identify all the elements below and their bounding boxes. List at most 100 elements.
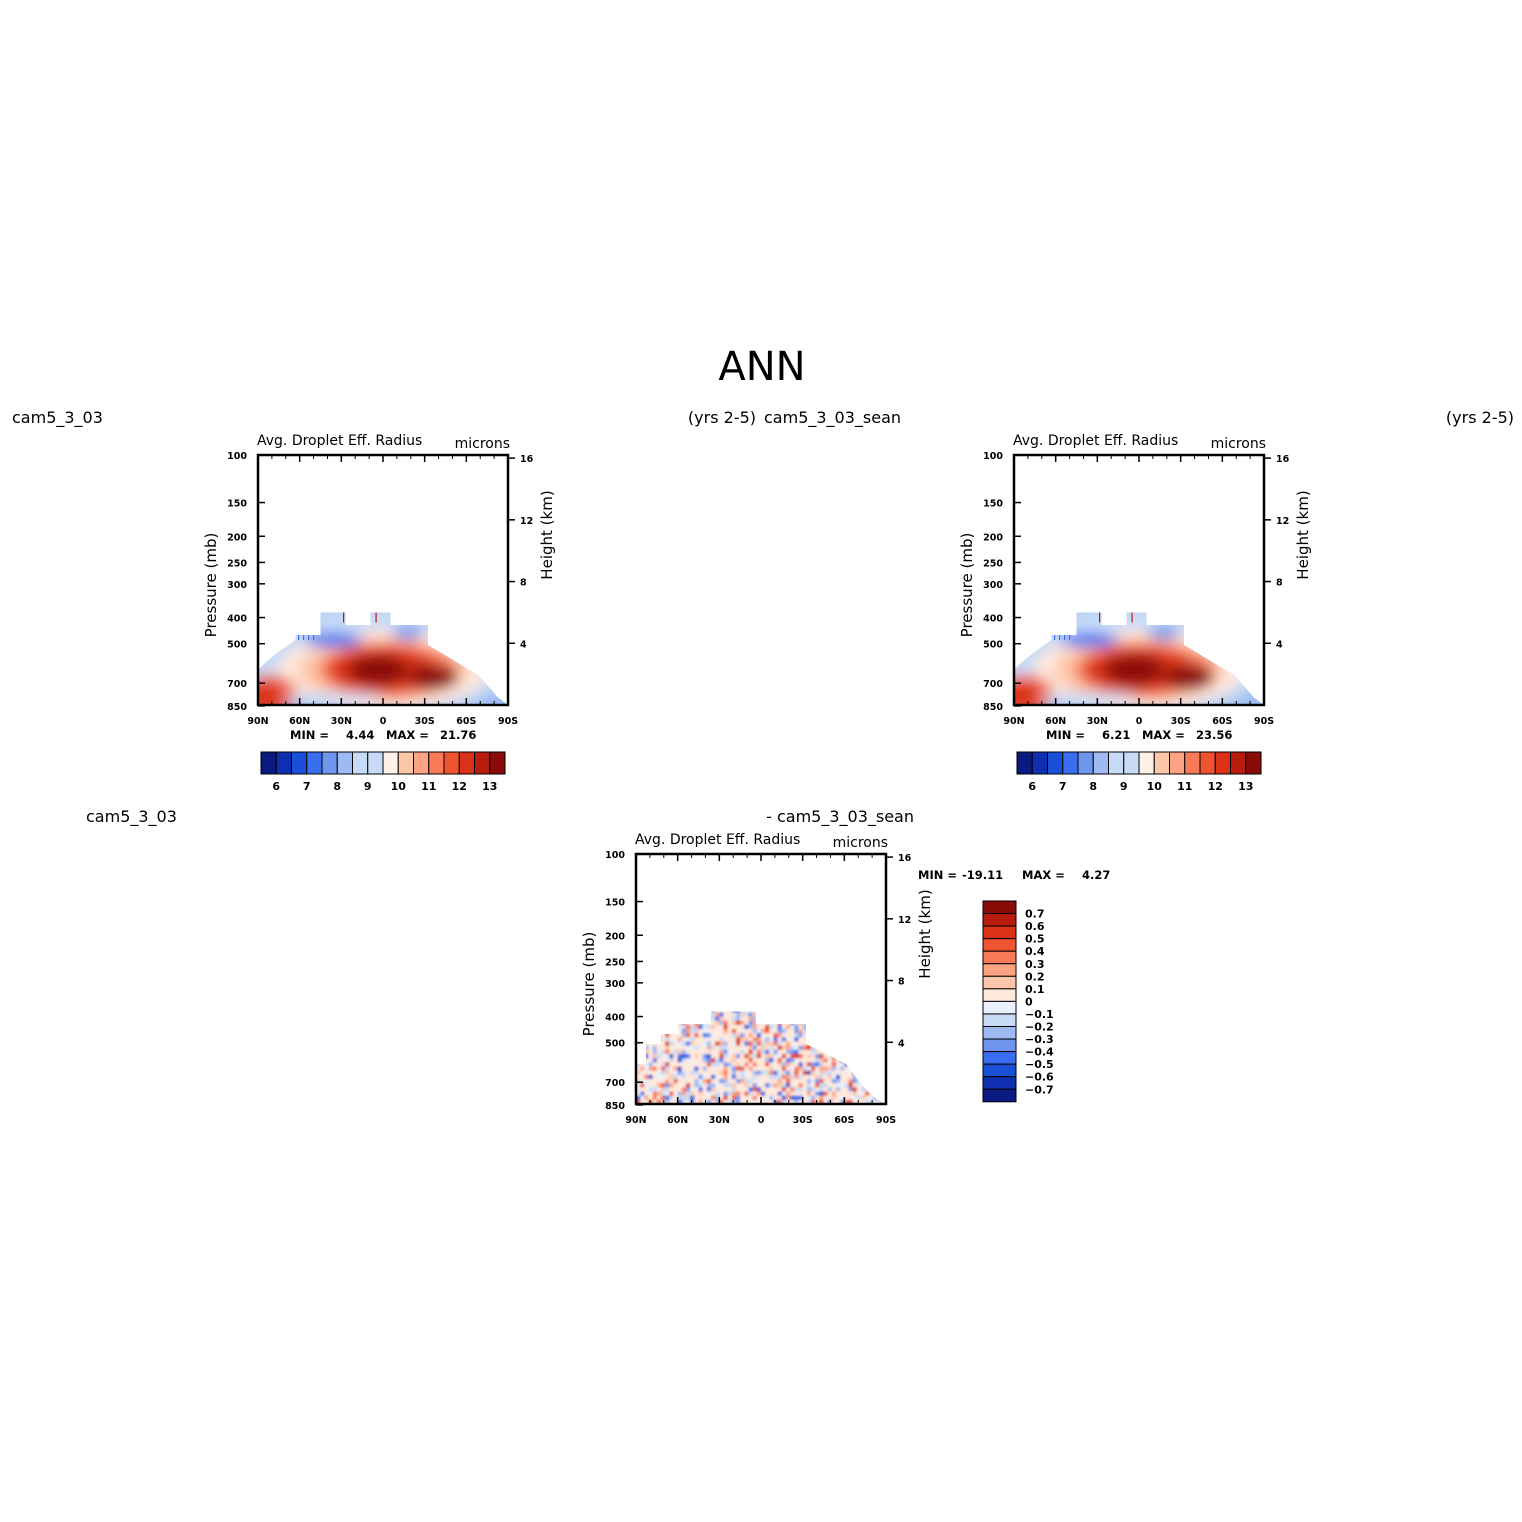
field-cell <box>669 1049 675 1055</box>
field-cell <box>873 1012 879 1018</box>
field-cell <box>665 1087 670 1093</box>
field-cell <box>669 1099 675 1104</box>
field-cell <box>761 1029 766 1034</box>
field-cell <box>840 1087 845 1093</box>
field-cell <box>815 1095 820 1101</box>
field-cell <box>794 1011 800 1013</box>
colorbar-swatch <box>1199 751 1216 775</box>
field-cell <box>727 1054 733 1059</box>
field-cell <box>798 1054 804 1059</box>
field-cell <box>802 1037 808 1043</box>
field-cell <box>877 1011 883 1013</box>
colorbar-swatch <box>336 751 353 775</box>
field-cell <box>740 1033 745 1038</box>
field-cell <box>673 1033 679 1038</box>
field-cell <box>873 1074 879 1080</box>
field-cell <box>690 1079 695 1084</box>
field-cell <box>669 1054 675 1059</box>
field-cell <box>736 1099 741 1104</box>
field-cell <box>677 1033 683 1038</box>
field-cell <box>852 1066 858 1072</box>
field-cell <box>669 1012 675 1018</box>
field-cell <box>761 1087 766 1093</box>
field-cell <box>702 1074 708 1080</box>
field-cell <box>761 1099 766 1104</box>
field-cell <box>740 1054 745 1059</box>
field-cell <box>698 1016 704 1022</box>
field-cell <box>715 1099 720 1104</box>
field-cell <box>815 1037 820 1043</box>
field-cell <box>786 1011 791 1013</box>
field-cell <box>769 1016 775 1022</box>
panel-units: microns <box>833 835 888 851</box>
colorbar-swatch <box>1047 751 1064 775</box>
field-cell <box>749 1004 754 1009</box>
field-cell <box>806 1041 812 1047</box>
field-cell <box>773 1024 779 1030</box>
field-cell <box>686 1079 691 1084</box>
field-cell <box>852 1024 858 1030</box>
field-cell <box>661 1041 666 1047</box>
field-cell <box>665 1058 670 1063</box>
field-cell <box>877 1049 883 1055</box>
field-cell <box>869 1054 875 1059</box>
field-cell <box>773 1033 779 1038</box>
field-contour <box>1039 692 1139 703</box>
field-cell <box>865 1020 870 1026</box>
field-cell <box>873 1011 879 1013</box>
field-cell <box>706 1062 712 1068</box>
y-axis-label: Pressure (mb) <box>202 533 220 638</box>
field-cell <box>761 1024 766 1030</box>
colorbar-swatch <box>1214 751 1231 775</box>
field-cell <box>711 1095 716 1101</box>
field-cell <box>644 1099 650 1104</box>
field-cell <box>827 1037 833 1043</box>
field-cell <box>694 1087 700 1093</box>
field-cell <box>740 1041 745 1047</box>
field-cell <box>806 1054 812 1059</box>
field-cell <box>877 1066 883 1072</box>
field-cell <box>786 1091 791 1097</box>
field-cell <box>748 1095 754 1101</box>
field-cell <box>869 1012 875 1018</box>
field-cell <box>694 1070 700 1076</box>
field-cell <box>756 1058 762 1063</box>
field-cell <box>715 1091 720 1097</box>
field-cell <box>715 1066 720 1072</box>
field-cell <box>744 1016 750 1022</box>
field-cell <box>723 1079 729 1084</box>
field-cell <box>644 1091 650 1097</box>
field-cell <box>815 1066 820 1072</box>
field-cell <box>794 1058 800 1063</box>
field-cell <box>877 1033 883 1038</box>
field-cell <box>865 1045 870 1051</box>
field-cell <box>798 1012 804 1018</box>
field-cell <box>673 1095 679 1101</box>
field-cell <box>869 1062 875 1068</box>
field-cell <box>827 1049 833 1055</box>
field-cell <box>777 1079 783 1084</box>
field-cell <box>815 1045 820 1051</box>
field-cell <box>873 1062 879 1068</box>
field-cell <box>669 1016 675 1022</box>
y-tick-label: 150 <box>227 499 247 510</box>
field-cell <box>702 1033 708 1038</box>
field-cell <box>756 1099 762 1104</box>
field-cell <box>640 1083 645 1088</box>
field-cell <box>711 1045 716 1051</box>
field-cell <box>769 1070 775 1076</box>
field-cell <box>665 1066 670 1072</box>
field-cell <box>748 1045 754 1051</box>
field-cell <box>815 1041 820 1047</box>
field-cell <box>823 1016 829 1022</box>
field-cell <box>831 1049 837 1055</box>
field-cell <box>727 1012 733 1018</box>
field-cell <box>861 1095 866 1101</box>
field-cell <box>811 1012 816 1018</box>
field-cell <box>686 1099 691 1104</box>
field-cell <box>856 1041 862 1047</box>
field-cell <box>815 1074 820 1080</box>
field-cell <box>748 1079 754 1084</box>
field-cell <box>656 1095 662 1101</box>
field-cell <box>698 1095 704 1101</box>
